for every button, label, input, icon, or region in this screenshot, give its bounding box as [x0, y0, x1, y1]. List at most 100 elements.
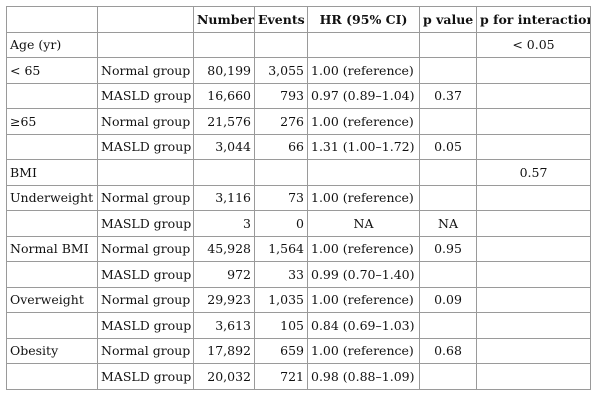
row-group: MASLD group — [97, 210, 194, 237]
row-group: MASLD group — [97, 312, 194, 339]
table-row: Underweight Normal group 3,116 73 1.00 (… — [6, 184, 591, 211]
row-events: 3,055 — [254, 57, 308, 84]
header-events: Events — [254, 6, 308, 33]
row-variable: Obesity — [6, 337, 98, 364]
row-number — [193, 31, 255, 58]
row-events: 1,564 — [254, 235, 308, 262]
row-hr: NA — [307, 210, 420, 237]
row-p-interaction — [476, 210, 591, 237]
header-row: Number Events HR (95% CI) p value p for … — [6, 6, 591, 33]
row-number: 45,928 — [193, 235, 255, 262]
row-p-interaction — [476, 337, 591, 364]
table-row: < 65 Normal group 80,199 3,055 1.00 (ref… — [6, 57, 591, 84]
header-p-value: p value — [419, 6, 477, 33]
row-group — [97, 31, 194, 58]
table-row: ≥65 Normal group 21,576 276 1.00 (refere… — [6, 108, 591, 135]
row-variable — [6, 210, 98, 237]
table-row: MASLD group 16,660 793 0.97 (0.89–1.04) … — [6, 82, 591, 109]
results-table: Number Events HR (95% CI) p value p for … — [6, 6, 591, 390]
table-row: Overweight Normal group 29,923 1,035 1.0… — [6, 286, 591, 313]
row-p-interaction: 0.57 — [476, 159, 591, 186]
row-hr: 1.31 (1.00–1.72) — [307, 133, 420, 160]
row-p-value: 0.95 — [419, 235, 477, 262]
row-events: 1,035 — [254, 286, 308, 313]
row-p-interaction — [476, 235, 591, 262]
row-events: 0 — [254, 210, 308, 237]
row-p-interaction — [476, 312, 591, 339]
row-hr: 0.84 (0.69–1.03) — [307, 312, 420, 339]
row-hr: 0.99 (0.70–1.40) — [307, 261, 420, 288]
table-row: MASLD group 972 33 0.99 (0.70–1.40) — [6, 261, 591, 288]
row-p-value: 0.05 — [419, 133, 477, 160]
row-variable: Overweight — [6, 286, 98, 313]
row-number: 17,892 — [193, 337, 255, 364]
row-hr: 1.00 (reference) — [307, 286, 420, 313]
table-row: MASLD group 3,044 66 1.31 (1.00–1.72) 0.… — [6, 133, 591, 160]
row-p-value — [419, 184, 477, 211]
row-hr: 1.00 (reference) — [307, 108, 420, 135]
table-row: MASLD group 20,032 721 0.98 (0.88–1.09) — [6, 363, 591, 390]
table-row: MASLD group 3,613 105 0.84 (0.69–1.03) — [6, 312, 591, 339]
row-events: 659 — [254, 337, 308, 364]
row-variable: < 65 — [6, 57, 98, 84]
row-hr — [307, 159, 420, 186]
row-variable: ≥65 — [6, 108, 98, 135]
header-number: Number — [193, 6, 255, 33]
row-variable — [6, 82, 98, 109]
row-p-interaction — [476, 184, 591, 211]
row-group — [97, 159, 194, 186]
row-p-value — [419, 261, 477, 288]
row-number: 972 — [193, 261, 255, 288]
table-row: Normal BMI Normal group 45,928 1,564 1.0… — [6, 235, 591, 262]
row-variable: BMI — [6, 159, 98, 186]
row-hr: 0.97 (0.89–1.04) — [307, 82, 420, 109]
row-p-interaction — [476, 286, 591, 313]
table-row: BMI 0.57 — [6, 159, 591, 186]
row-number: 21,576 — [193, 108, 255, 135]
row-group: MASLD group — [97, 363, 194, 390]
row-group: Normal group — [97, 57, 194, 84]
row-events: 33 — [254, 261, 308, 288]
row-p-value: NA — [419, 210, 477, 237]
row-variable: Underweight — [6, 184, 98, 211]
row-number — [193, 159, 255, 186]
row-group: Normal group — [97, 108, 194, 135]
table-row: MASLD group 3 0 NA NA — [6, 210, 591, 237]
row-number: 3 — [193, 210, 255, 237]
row-group: Normal group — [97, 286, 194, 313]
row-number: 80,199 — [193, 57, 255, 84]
row-p-interaction: < 0.05 — [476, 31, 591, 58]
row-variable — [6, 133, 98, 160]
row-number: 20,032 — [193, 363, 255, 390]
row-group: Normal group — [97, 184, 194, 211]
row-variable: Age (yr) — [6, 31, 98, 58]
row-number: 3,044 — [193, 133, 255, 160]
row-variable — [6, 363, 98, 390]
header-variable — [6, 6, 98, 33]
table-row: Obesity Normal group 17,892 659 1.00 (re… — [6, 337, 591, 364]
row-hr: 0.98 (0.88–1.09) — [307, 363, 420, 390]
row-variable — [6, 261, 98, 288]
row-hr: 1.00 (reference) — [307, 184, 420, 211]
row-group: Normal group — [97, 337, 194, 364]
row-p-interaction — [476, 108, 591, 135]
row-p-value: 0.68 — [419, 337, 477, 364]
row-p-value: 0.37 — [419, 82, 477, 109]
row-group: Normal group — [97, 235, 194, 262]
row-hr: 1.00 (reference) — [307, 235, 420, 262]
row-p-value — [419, 159, 477, 186]
row-events: 721 — [254, 363, 308, 390]
row-events — [254, 159, 308, 186]
row-events — [254, 31, 308, 58]
row-p-interaction — [476, 133, 591, 160]
row-events: 66 — [254, 133, 308, 160]
row-p-interaction — [476, 57, 591, 84]
header-p-interaction: p for interaction — [476, 6, 591, 33]
row-hr: 1.00 (reference) — [307, 57, 420, 84]
row-events: 276 — [254, 108, 308, 135]
row-group: MASLD group — [97, 133, 194, 160]
row-group: MASLD group — [97, 82, 194, 109]
row-p-interaction — [476, 261, 591, 288]
row-p-value — [419, 312, 477, 339]
table-row: Age (yr) < 0.05 — [6, 31, 591, 58]
